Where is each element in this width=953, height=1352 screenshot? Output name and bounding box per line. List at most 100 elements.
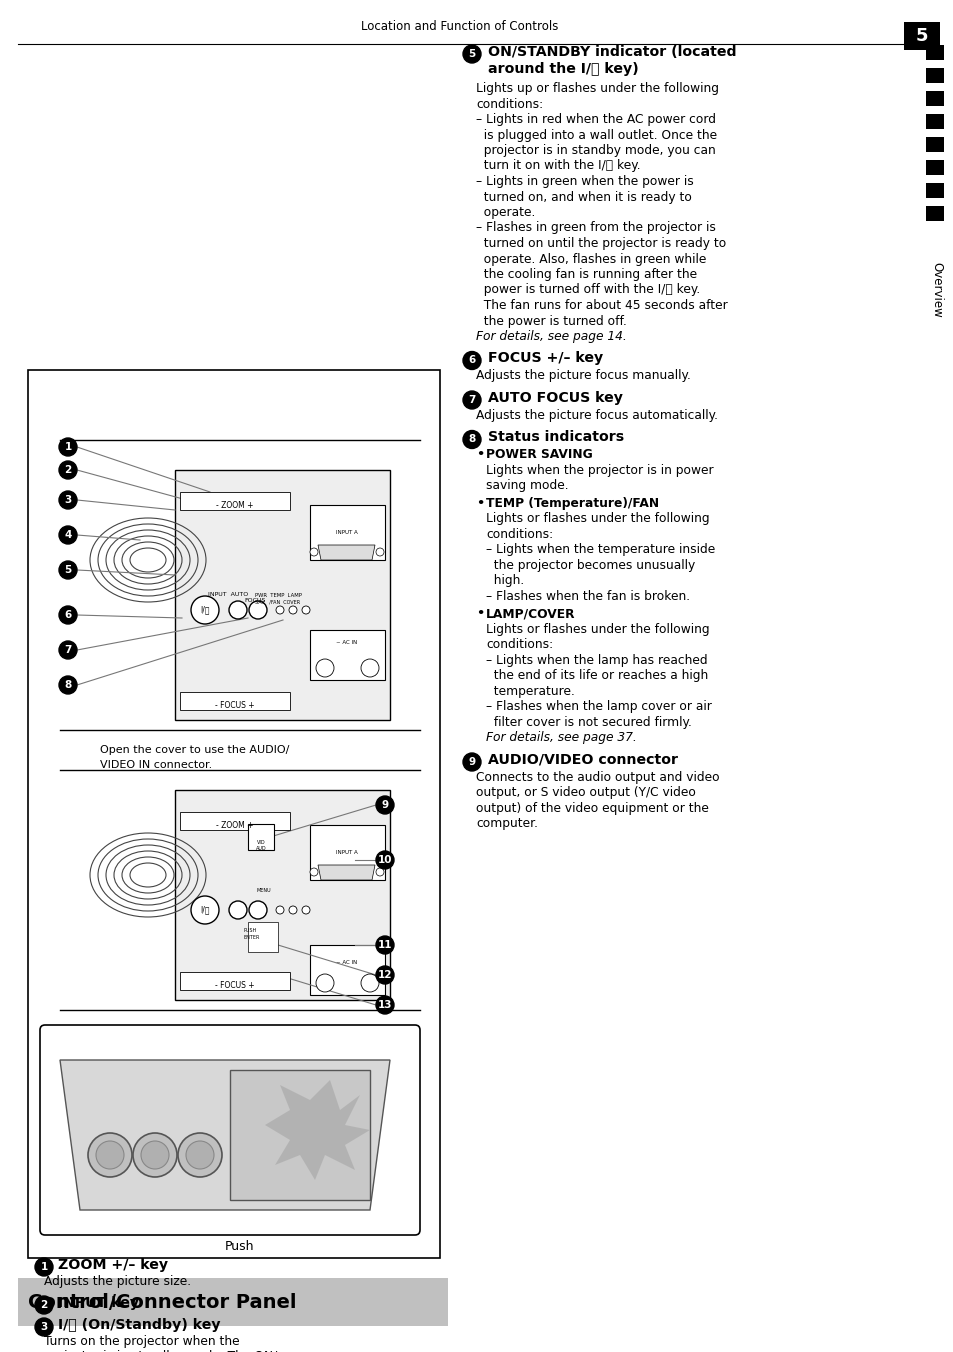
Text: Overview: Overview xyxy=(929,262,943,318)
Text: filter cover is not secured firmly.: filter cover is not secured firmly. xyxy=(485,717,691,729)
Text: PWR  TEMP  LAMP: PWR TEMP LAMP xyxy=(254,594,301,598)
Text: ~ AC IN: ~ AC IN xyxy=(336,639,357,645)
Text: - FOCUS +: - FOCUS + xyxy=(215,700,254,710)
Text: 8: 8 xyxy=(468,434,476,445)
Text: projector is in standby mode. The ON/: projector is in standby mode. The ON/ xyxy=(44,1351,277,1352)
Text: Push: Push xyxy=(225,1240,254,1253)
Text: The fan runs for about 45 seconds after: The fan runs for about 45 seconds after xyxy=(476,299,727,312)
Text: output, or S video output (Y/C video: output, or S video output (Y/C video xyxy=(476,787,695,799)
Text: •: • xyxy=(476,498,484,510)
Circle shape xyxy=(289,906,296,914)
Bar xyxy=(925,206,943,220)
Text: PUSH: PUSH xyxy=(244,927,257,933)
Polygon shape xyxy=(317,545,375,560)
Text: - ZOOM +: - ZOOM + xyxy=(216,821,253,830)
Text: AUTO FOCUS key: AUTO FOCUS key xyxy=(488,391,622,406)
Text: projector is in standby mode, you can: projector is in standby mode, you can xyxy=(476,145,715,157)
Text: 6: 6 xyxy=(64,610,71,621)
Text: high.: high. xyxy=(485,575,524,588)
Text: the projector becomes unusually: the projector becomes unusually xyxy=(485,558,695,572)
Text: – Lights in red when the AC power cord: – Lights in red when the AC power cord xyxy=(476,114,716,126)
Circle shape xyxy=(375,548,384,556)
Text: ~ AC IN: ~ AC IN xyxy=(336,960,357,965)
Circle shape xyxy=(178,1133,222,1178)
Circle shape xyxy=(275,906,284,914)
Text: For details, see page 37.: For details, see page 37. xyxy=(485,731,636,745)
Bar xyxy=(180,813,290,830)
Bar xyxy=(18,1278,448,1326)
Text: POWER SAVING: POWER SAVING xyxy=(485,449,592,461)
Bar xyxy=(310,945,385,995)
Bar xyxy=(925,183,943,197)
Text: – Lights in green when the power is: – Lights in green when the power is xyxy=(476,174,693,188)
Circle shape xyxy=(315,658,334,677)
Circle shape xyxy=(310,548,317,556)
Text: INPUT A: INPUT A xyxy=(335,530,357,535)
Circle shape xyxy=(462,430,480,449)
Text: Control/Connector Panel: Control/Connector Panel xyxy=(28,1293,296,1311)
Text: 2: 2 xyxy=(40,1301,48,1310)
Bar xyxy=(180,972,290,990)
Bar xyxy=(180,692,290,710)
Circle shape xyxy=(141,1141,169,1169)
Text: conditions:: conditions: xyxy=(485,638,553,652)
Circle shape xyxy=(59,438,77,456)
Polygon shape xyxy=(265,1080,370,1180)
Circle shape xyxy=(360,658,378,677)
Text: Turns on the projector when the: Turns on the projector when the xyxy=(44,1334,239,1348)
Circle shape xyxy=(132,1133,177,1178)
Circle shape xyxy=(59,641,77,658)
Text: turn it on with the I/⏻ key.: turn it on with the I/⏻ key. xyxy=(476,160,640,173)
Text: saving mode.: saving mode. xyxy=(485,480,568,492)
Text: the end of its life or reaches a high: the end of its life or reaches a high xyxy=(485,669,707,683)
Circle shape xyxy=(375,965,394,984)
Bar xyxy=(925,114,943,128)
Text: Location and Function of Controls: Location and Function of Controls xyxy=(361,20,558,32)
Circle shape xyxy=(462,391,480,410)
Text: FOCUS +/– key: FOCUS +/– key xyxy=(488,352,602,365)
Bar xyxy=(248,922,277,952)
Text: Adjusts the picture focus automatically.: Adjusts the picture focus automatically. xyxy=(476,410,718,422)
Bar xyxy=(310,825,385,880)
Circle shape xyxy=(229,900,247,919)
FancyBboxPatch shape xyxy=(40,1025,419,1234)
Text: 5: 5 xyxy=(915,27,927,45)
Text: operate. Also, flashes in green while: operate. Also, flashes in green while xyxy=(476,253,705,265)
Circle shape xyxy=(249,602,267,619)
Text: 11: 11 xyxy=(377,940,392,950)
Text: - FOCUS +: - FOCUS + xyxy=(215,982,254,990)
Circle shape xyxy=(375,936,394,955)
Text: AUDIO/VIDEO connector: AUDIO/VIDEO connector xyxy=(488,753,678,767)
Bar xyxy=(925,68,943,82)
Text: Lights up or flashes under the following: Lights up or flashes under the following xyxy=(476,82,719,95)
Bar xyxy=(248,823,274,850)
Text: TEMP (Temperature)/FAN: TEMP (Temperature)/FAN xyxy=(485,498,659,510)
Text: INPUT A: INPUT A xyxy=(335,850,357,854)
Text: VIDEO IN connector.: VIDEO IN connector. xyxy=(100,760,212,771)
Text: Adjusts the picture size.: Adjusts the picture size. xyxy=(44,1275,191,1288)
Text: 10: 10 xyxy=(377,854,392,865)
Text: - ZOOM +: - ZOOM + xyxy=(216,502,253,510)
Text: 8: 8 xyxy=(64,680,71,690)
Text: 1: 1 xyxy=(64,442,71,452)
Text: FOCUS: FOCUS xyxy=(244,598,265,603)
Text: Lights or flashes under the following: Lights or flashes under the following xyxy=(485,623,709,635)
Text: 2: 2 xyxy=(64,465,71,475)
Text: Connects to the audio output and video: Connects to the audio output and video xyxy=(476,771,719,784)
Text: 6: 6 xyxy=(468,356,476,365)
Circle shape xyxy=(191,896,219,923)
Text: – Flashes in green from the projector is: – Flashes in green from the projector is xyxy=(476,222,715,234)
Text: – Flashes when the lamp cover or air: – Flashes when the lamp cover or air xyxy=(485,700,711,714)
Circle shape xyxy=(35,1257,53,1276)
Circle shape xyxy=(59,526,77,544)
Text: 4: 4 xyxy=(64,530,71,539)
Text: – Lights when the lamp has reached: – Lights when the lamp has reached xyxy=(485,654,707,667)
Circle shape xyxy=(360,973,378,992)
Circle shape xyxy=(191,596,219,625)
Text: the power is turned off.: the power is turned off. xyxy=(476,315,626,327)
Text: power is turned off with the I/⏻ key.: power is turned off with the I/⏻ key. xyxy=(476,284,700,296)
Polygon shape xyxy=(317,865,375,880)
Text: – Lights when the temperature inside: – Lights when the temperature inside xyxy=(485,544,715,557)
Text: turned on until the projector is ready to: turned on until the projector is ready t… xyxy=(476,237,725,250)
Text: I/⏻: I/⏻ xyxy=(200,606,210,615)
